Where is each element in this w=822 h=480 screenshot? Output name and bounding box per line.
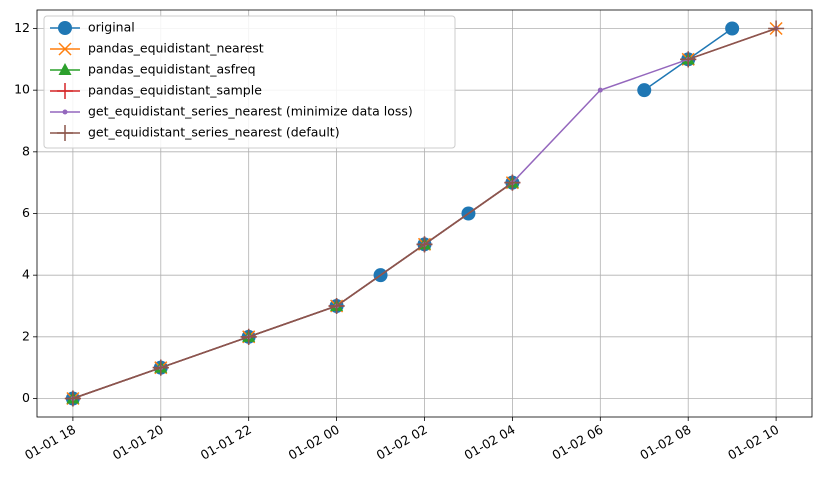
marker: [328, 298, 345, 314]
x-tick-label: 01-02 04: [461, 422, 517, 463]
marker: [57, 83, 73, 99]
y-tick-label: 4: [22, 267, 30, 282]
legend-label: original: [88, 20, 135, 35]
x-tick-label: 01-01 20: [110, 422, 166, 463]
marker: [504, 174, 521, 191]
legend-label: pandas_equidistant_asfreq: [88, 62, 256, 77]
legend: original pandas_equidistant_nearestpandas…: [43, 15, 456, 149]
x-tick-label: 01-01 22: [198, 422, 254, 463]
marker: [152, 359, 169, 376]
marker: [58, 42, 72, 56]
x-tick-label: 01-02 08: [637, 422, 693, 463]
legend-label: get_equidistant_series_nearest (default): [88, 125, 340, 140]
marker: [680, 51, 697, 68]
plot-frame: [36, 9, 813, 418]
x-tick-label: 01-02 00: [286, 422, 342, 463]
y-tick-label: 10: [14, 82, 30, 97]
marker: [58, 63, 72, 75]
marker: [597, 87, 603, 93]
marker: [62, 109, 68, 115]
y-tick-label: 8: [22, 143, 30, 158]
marker: [637, 83, 652, 98]
y-tick-label: 6: [22, 205, 30, 220]
x-tick-label: 01-01 18: [22, 422, 78, 463]
x-tick-label: 01-02 02: [374, 422, 430, 463]
legend-label: get_equidistant_series_nearest (minimize…: [88, 104, 413, 119]
legend-label: pandas_equidistant_nearest: [88, 41, 264, 56]
x-tick-label: 01-02 06: [549, 422, 605, 463]
marker: [416, 236, 433, 253]
marker: [240, 328, 257, 345]
x-tick-label: 01-02 10: [725, 422, 781, 463]
marker: [64, 390, 81, 407]
marker: [725, 21, 740, 36]
y-tick-label: 0: [22, 390, 30, 405]
y-tick-label: 2: [22, 328, 30, 343]
y-tick-label: 12: [14, 20, 30, 35]
legend-label: pandas_equidistant_sample: [88, 83, 262, 98]
series-line: [72, 27, 777, 400]
marker: [768, 20, 785, 37]
marker: [58, 21, 72, 35]
marker: [57, 125, 73, 141]
legend-box: [43, 15, 456, 149]
